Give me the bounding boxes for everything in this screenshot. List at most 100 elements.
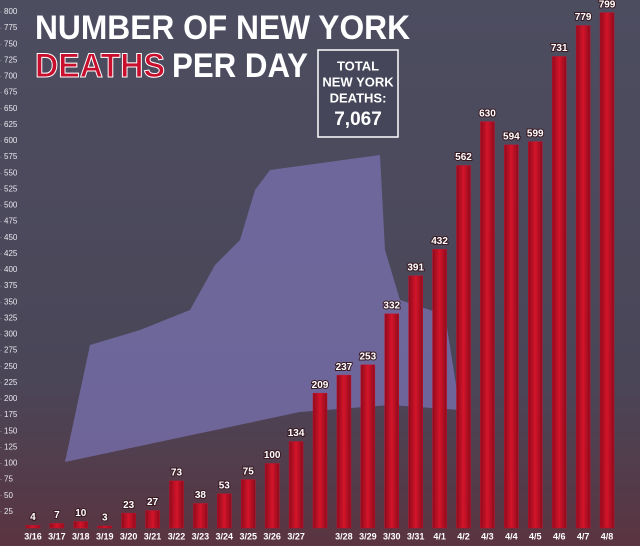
- bar: [456, 165, 471, 529]
- bar: [575, 25, 591, 529]
- y-tick-label: 725: [4, 55, 18, 64]
- x-tick-label: 4/1: [433, 531, 446, 541]
- y-tick-label: 400: [4, 265, 18, 274]
- bar: [599, 12, 615, 529]
- value-label: 53: [219, 480, 231, 491]
- x-tick-label: 4/8: [601, 531, 614, 541]
- value-label: 594: [503, 132, 520, 143]
- y-tick-label: 600: [4, 136, 18, 145]
- title-red: DEATHS: [35, 47, 165, 85]
- x-tick-label: 3/28: [335, 531, 353, 541]
- x-tick-label: 3/16: [24, 531, 42, 541]
- x-tick-label: 3/26: [263, 531, 281, 541]
- value-label: 731: [551, 43, 568, 54]
- x-tick-label: 3/22: [168, 531, 186, 541]
- x-tick-label: 3/19: [96, 531, 114, 541]
- x-tick-label: 4/3: [481, 531, 494, 541]
- value-label: 779: [575, 12, 592, 23]
- y-tick-label: 200: [4, 394, 18, 403]
- bar: [504, 144, 519, 529]
- x-tick-label: 3/25: [239, 531, 257, 541]
- bar: [25, 525, 41, 529]
- y-tick-label: 800: [4, 7, 18, 16]
- total-box: [317, 49, 399, 138]
- bar: [73, 521, 89, 529]
- y-tick-label: 325: [4, 313, 18, 322]
- x-tick-label: 3/24: [216, 531, 234, 541]
- x-tick-label: 3/18: [72, 531, 90, 541]
- y-tick-label: 225: [4, 378, 18, 387]
- bar: [49, 523, 65, 529]
- value-label: 209: [312, 380, 329, 391]
- value-label: 134: [288, 428, 305, 439]
- y-tick-label: 500: [4, 201, 18, 210]
- bar: [240, 479, 256, 529]
- y-tick-label: 700: [4, 72, 18, 81]
- y-tick-label: 650: [4, 104, 18, 113]
- value-label: 562: [455, 152, 472, 163]
- y-tick-label: 175: [4, 410, 18, 419]
- value-label: 432: [431, 236, 448, 247]
- x-tick-label: 4/5: [529, 531, 542, 541]
- total-label: DEATHS:: [330, 90, 387, 105]
- y-tick-label: 450: [4, 233, 18, 242]
- x-tick-label: 3/17: [48, 531, 66, 541]
- total-value: 7,067: [334, 109, 382, 130]
- y-tick-label: 550: [4, 168, 18, 177]
- bar: [312, 392, 328, 529]
- y-tick-label: 25: [4, 507, 13, 516]
- x-tick-label: 3/20: [120, 531, 138, 541]
- y-tick-label: 250: [4, 362, 18, 371]
- y-tick-label: 275: [4, 346, 18, 355]
- value-label: 3: [102, 513, 108, 524]
- y-tick-label: 350: [4, 297, 18, 306]
- value-label: 237: [336, 362, 353, 373]
- value-label: 27: [147, 497, 159, 508]
- value-label: 4: [30, 512, 36, 523]
- x-tick-label: 3/31: [407, 531, 425, 541]
- title: NUMBER OF NEW YORK DEATHS PER DAY: [35, 9, 411, 86]
- y-tick-label: 625: [4, 120, 18, 129]
- total-label: TOTAL: [337, 58, 379, 73]
- y-tick-label: 525: [4, 184, 18, 193]
- value-label: 10: [75, 508, 87, 519]
- y-tick-label: 75: [4, 475, 13, 484]
- x-tick-label: 3/21: [144, 531, 162, 541]
- bar: [551, 56, 567, 529]
- y-tick-label: 750: [4, 39, 18, 48]
- y-tick-label: 50: [4, 491, 13, 500]
- x-tick-label: 3/30: [383, 531, 401, 541]
- bar: [432, 249, 447, 529]
- y-tick-label: 675: [4, 88, 18, 97]
- bar: [408, 275, 423, 529]
- x-tick-label: 3/29: [359, 531, 377, 541]
- bar: [264, 463, 280, 529]
- bar: [145, 510, 160, 529]
- value-label: 23: [123, 500, 135, 511]
- bar: [217, 493, 232, 529]
- x-tick-label: 4/4: [505, 531, 518, 541]
- bar: [360, 364, 376, 529]
- y-tick-label: 100: [4, 459, 18, 468]
- bar: [336, 374, 352, 529]
- bar: [193, 503, 208, 529]
- title-line: PER DAY: [172, 47, 308, 85]
- value-label: 38: [195, 490, 207, 501]
- value-label: 391: [407, 262, 424, 273]
- total-label: NEW YORK: [322, 74, 394, 89]
- y-tick-label: 775: [4, 23, 18, 32]
- value-label: 599: [527, 128, 544, 139]
- title-line: NUMBER OF NEW YORK: [35, 9, 410, 47]
- x-tick-label: 4/6: [553, 531, 566, 541]
- y-tick-label: 150: [4, 426, 18, 435]
- y-tick-label: 125: [4, 442, 18, 451]
- value-label: 630: [479, 108, 496, 119]
- value-label: 100: [264, 450, 281, 461]
- value-label: 253: [359, 351, 376, 362]
- value-label: 332: [383, 301, 400, 312]
- x-tick-label: 3/27: [287, 531, 305, 541]
- value-label: 7: [54, 510, 60, 521]
- bar: [384, 313, 400, 529]
- bar: [121, 512, 136, 529]
